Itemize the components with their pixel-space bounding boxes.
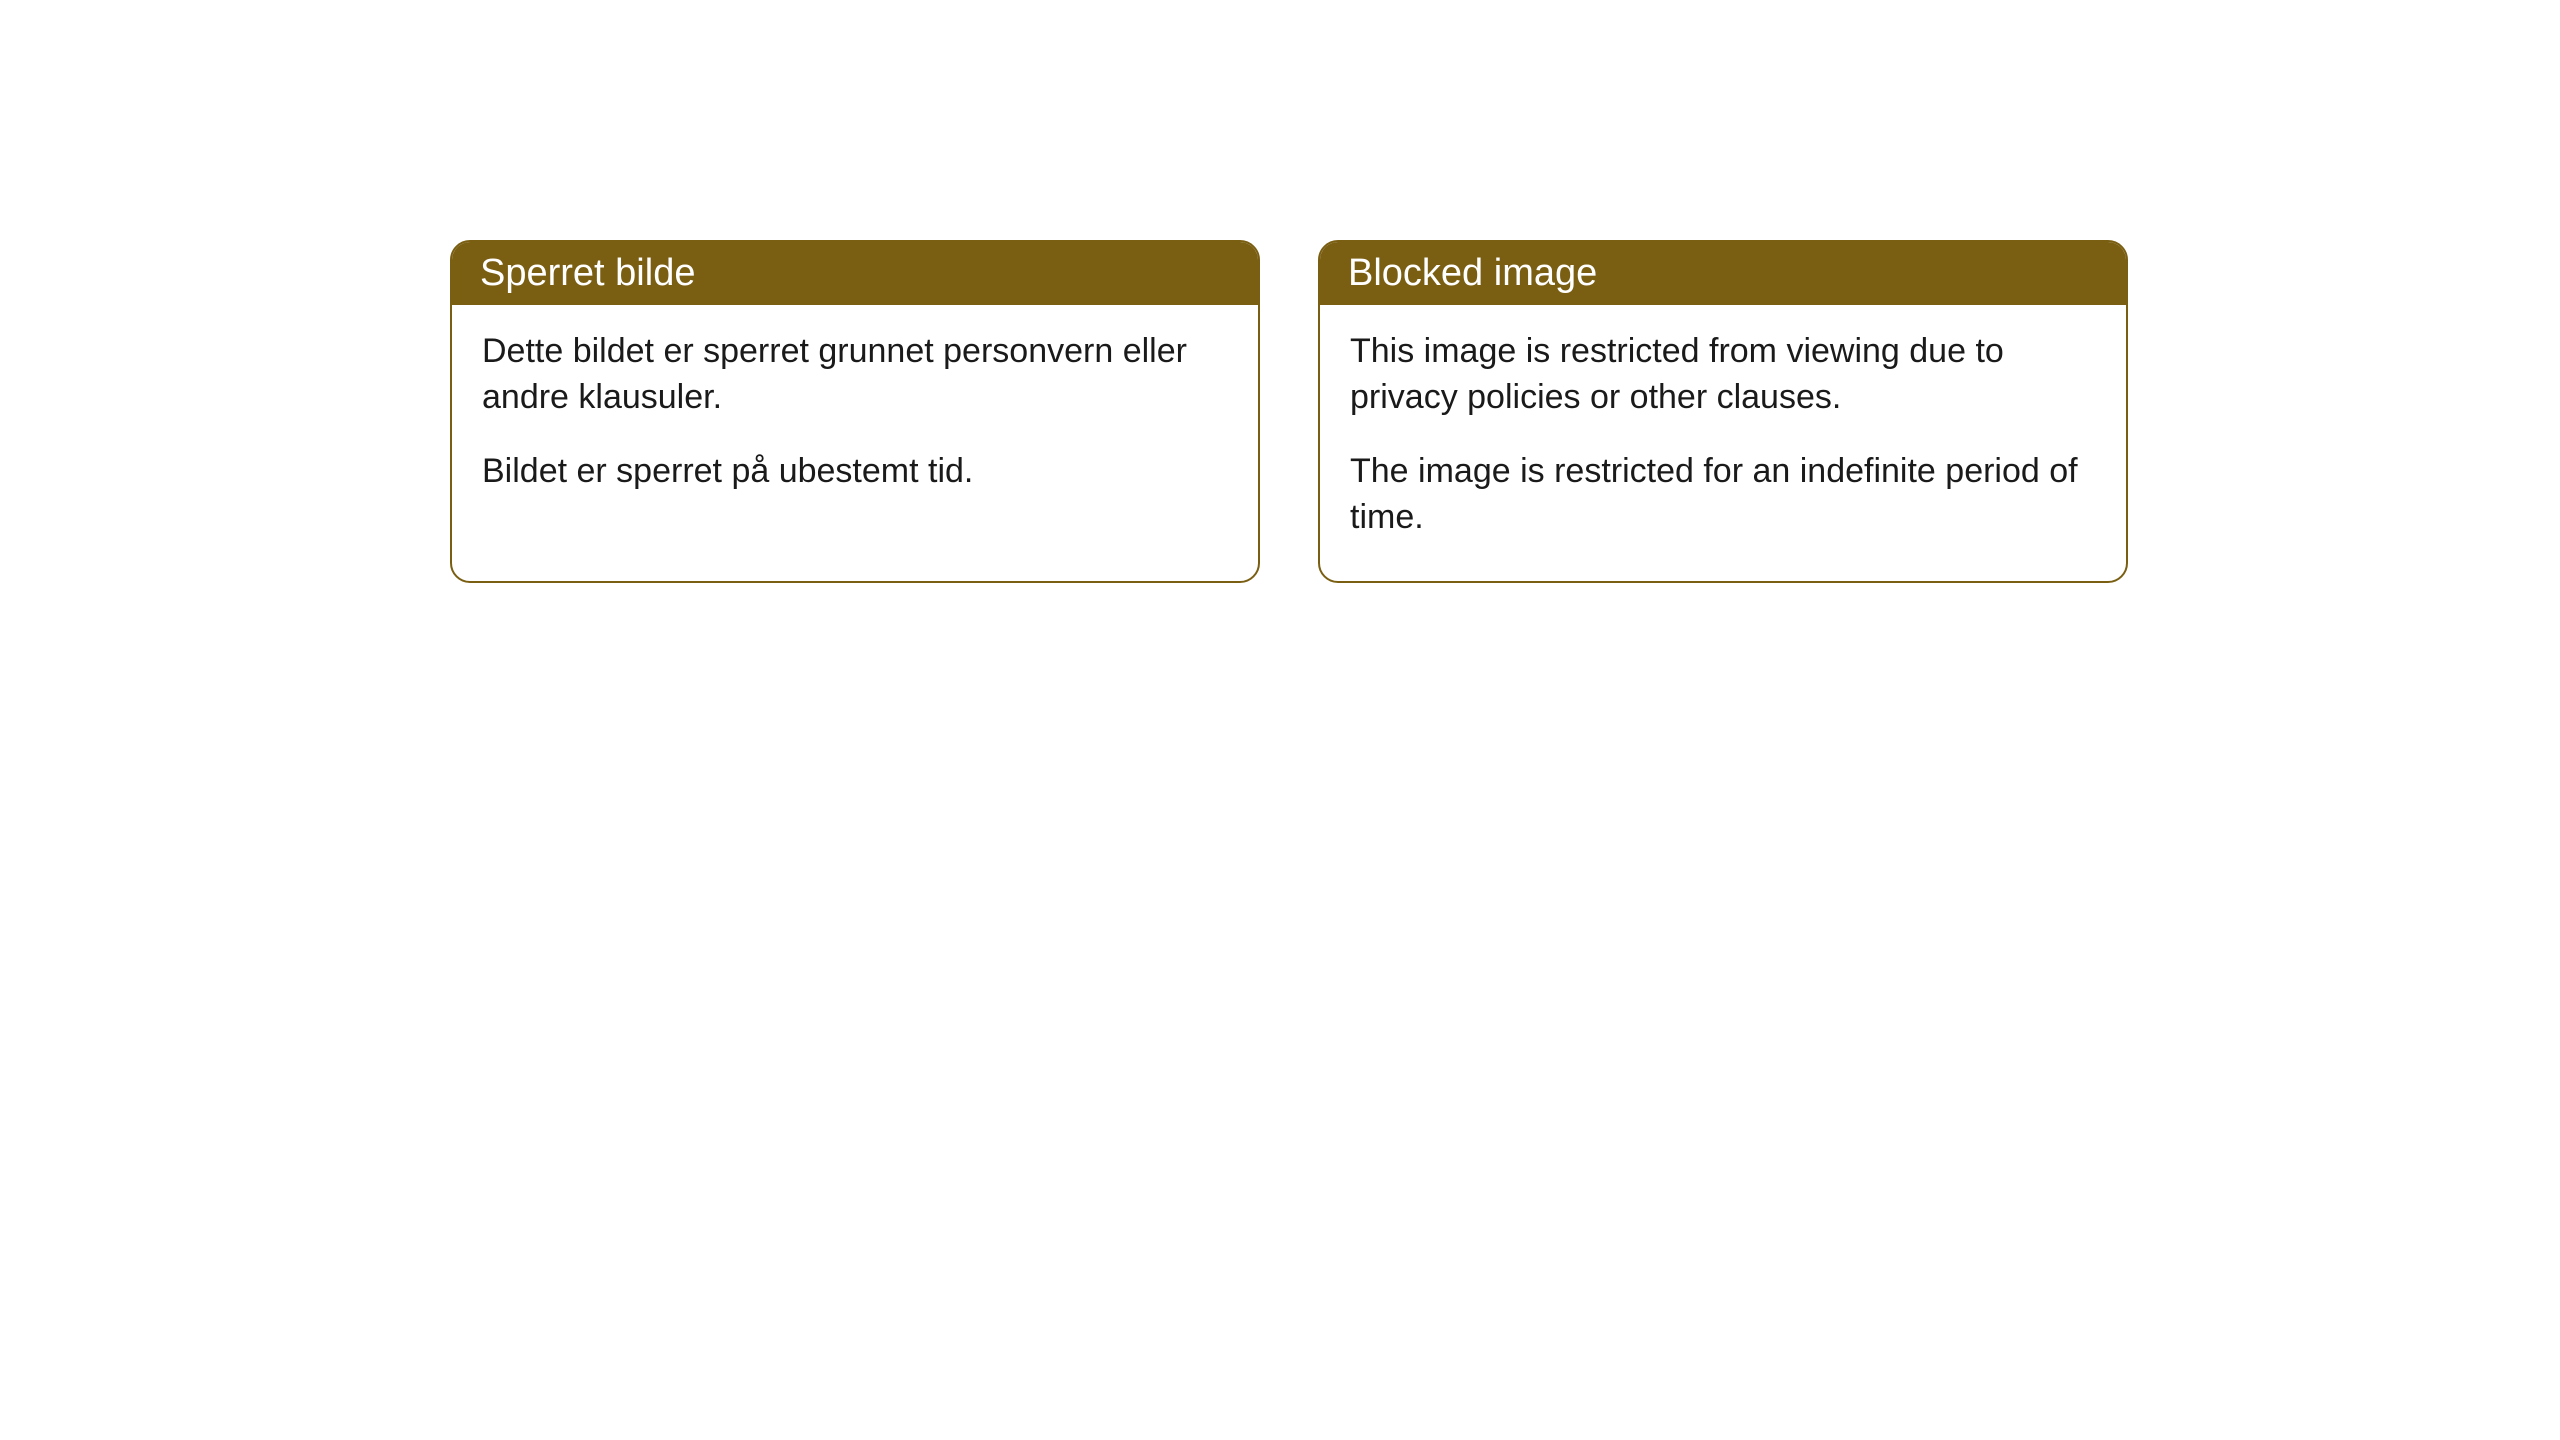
card-body-norwegian: Dette bildet er sperret grunnet personve…	[452, 305, 1258, 535]
card-duration-text: Bildet er sperret på ubestemt tid.	[482, 449, 1228, 495]
card-header-norwegian: Sperret bilde	[452, 242, 1258, 305]
blocked-image-card-english: Blocked image This image is restricted f…	[1318, 240, 2128, 583]
card-reason-text: This image is restricted from viewing du…	[1350, 329, 2096, 421]
card-duration-text: The image is restricted for an indefinit…	[1350, 449, 2096, 541]
blocked-image-card-norwegian: Sperret bilde Dette bildet er sperret gr…	[450, 240, 1260, 583]
card-reason-text: Dette bildet er sperret grunnet personve…	[482, 329, 1228, 421]
card-header-english: Blocked image	[1320, 242, 2126, 305]
card-body-english: This image is restricted from viewing du…	[1320, 305, 2126, 581]
cards-container: Sperret bilde Dette bildet er sperret gr…	[450, 240, 2128, 583]
